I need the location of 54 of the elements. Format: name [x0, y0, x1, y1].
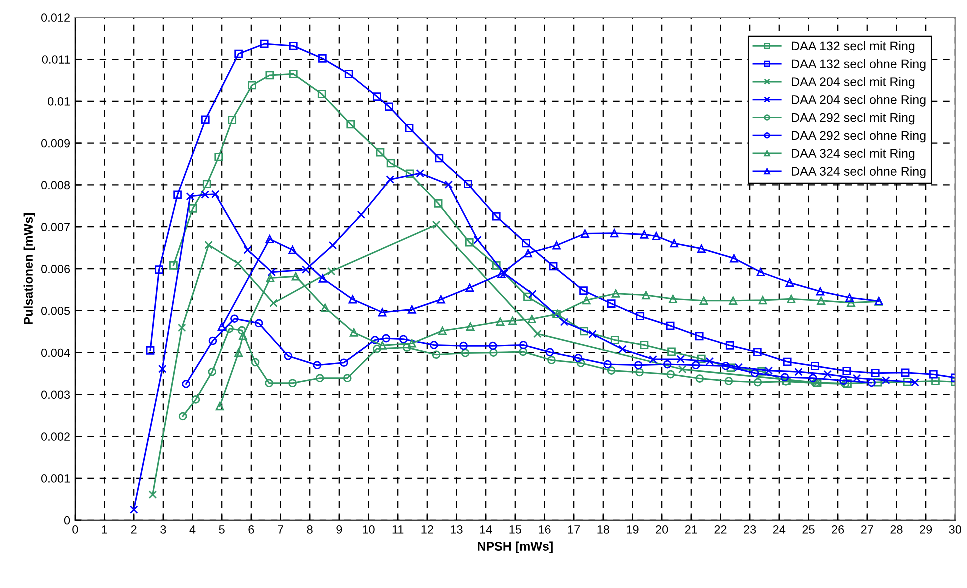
y-tick-label: 0.005: [41, 306, 70, 316]
y-tick-label: 0: [64, 516, 70, 525]
x-tick-label: 20: [656, 526, 668, 534]
x-tick-label: 30: [949, 526, 962, 534]
x-tick-label: 22: [714, 526, 727, 534]
x-tick-label: 4: [190, 526, 196, 534]
x-tick-label: 17: [568, 526, 580, 534]
x-tick-label: 13: [451, 526, 463, 534]
x-tick-label: 28: [890, 526, 903, 534]
x-tick-label: 9: [336, 526, 342, 534]
x-tick-label: 5: [219, 526, 225, 534]
x-tick-label: 14: [480, 526, 492, 534]
legend-label: DAA 132 secl mit Ring: [792, 41, 915, 54]
x-tick-label: 8: [307, 526, 313, 534]
legend-label: DAA 292 secl ohne Ring: [792, 130, 926, 143]
x-tick-label: 18: [598, 526, 610, 534]
x-tick-label: 24: [773, 526, 786, 534]
y-tick-label: 0.007: [41, 223, 70, 232]
x-tick-label: 21: [685, 526, 698, 534]
y-tick-label: 0.002: [41, 432, 70, 441]
y-tick-label: 0.006: [41, 265, 70, 274]
x-tick-label: 10: [363, 526, 375, 534]
legend-label: DAA 132 secl ohne Ring: [792, 59, 926, 72]
legend-label: DAA 204 secl mit Ring: [792, 77, 915, 89]
x-tick-label: 16: [539, 526, 551, 534]
x-tick-label: 29: [920, 526, 932, 534]
x-tick-label: 25: [802, 526, 815, 534]
legend-label: DAA 292 secl mit Ring: [792, 113, 915, 125]
x-tick-label: 3: [160, 526, 166, 534]
x-tick-label: 6: [248, 526, 254, 534]
x-axis-title: NPSH [mWs]: [478, 542, 553, 554]
x-tick-label: 12: [422, 526, 434, 534]
x-tick-label: 11: [392, 526, 404, 534]
x-tick-label: 1: [102, 526, 108, 534]
y-tick-label: 0.011: [42, 56, 70, 64]
y-tick-label: 0.001: [41, 474, 70, 483]
y-tick-label: 0.008: [41, 181, 70, 190]
legend-label: DAA 204 secl ohne Ring: [792, 95, 926, 107]
x-tick-label: 23: [744, 526, 756, 534]
x-tick-label: 15: [510, 526, 522, 534]
y-tick-label: 0.012: [41, 14, 70, 22]
y-tick-label: 0.009: [41, 139, 70, 148]
x-tick-label: 7: [278, 526, 284, 534]
y-axis-title: Pulsationen [mWs]: [24, 213, 36, 324]
y-tick-label: 0.003: [41, 390, 70, 400]
x-tick-label: 2: [131, 526, 137, 534]
x-tick-label: 0: [72, 526, 78, 534]
y-tick-label: 0.004: [41, 348, 70, 358]
legend-label: DAA 324 secl mit Ring: [792, 148, 915, 161]
x-tick-label: 19: [627, 526, 639, 534]
legend-label: DAA 324 secl ohne Ring: [792, 166, 926, 178]
x-tick-label: 26: [832, 526, 844, 534]
y-tick-label: 0.01: [48, 97, 70, 106]
x-tick-label: 27: [861, 526, 874, 534]
